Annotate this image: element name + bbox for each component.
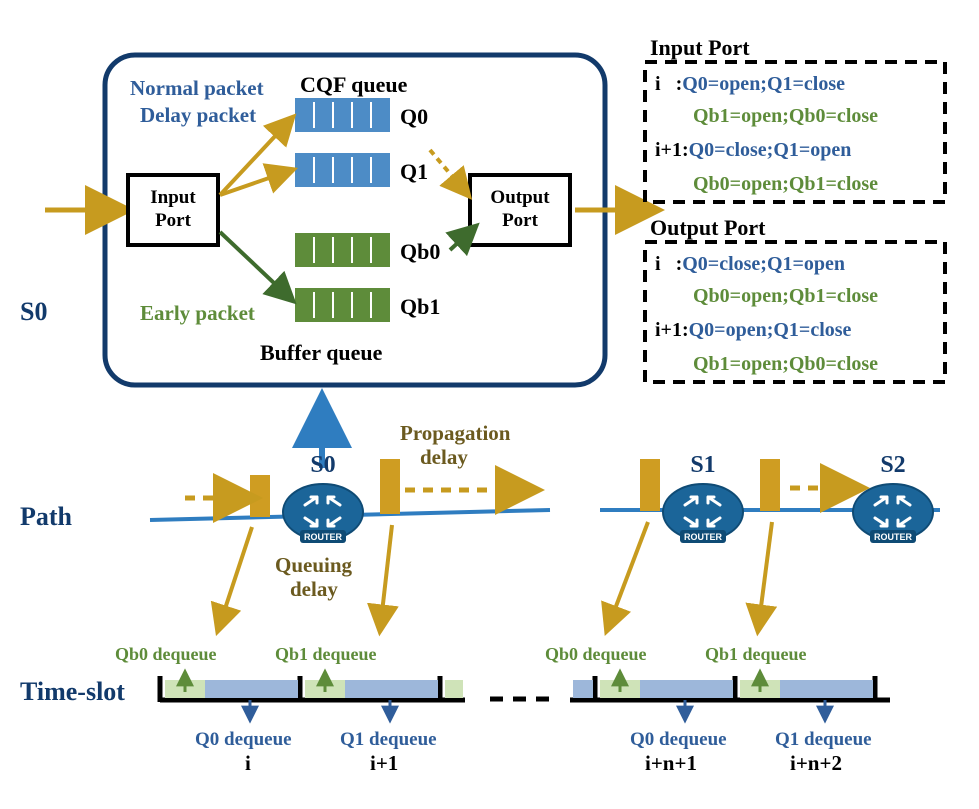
svg-text:i+1:Q0=open;Q1=close: i+1:Q0=open;Q1=close — [655, 319, 852, 341]
queue-qb0 — [295, 235, 390, 265]
router-s0: ROUTER S0 — [283, 452, 363, 543]
cqf-queue-label: CQF queue — [300, 72, 408, 97]
svg-text:Qb1=open;Qb0=close: Qb1=open;Qb0=close — [693, 353, 878, 375]
slot-ip1: i+1 — [370, 751, 398, 775]
svg-text:Qb0=open;Qb1=close: Qb0=open;Qb1=close — [693, 285, 878, 307]
qb0-label: Qb0 — [400, 239, 440, 264]
svg-text:i :Q0=open;Q1=close: i :Q0=open;Q1=close — [655, 73, 845, 95]
s0-label-left: S0 — [20, 297, 47, 326]
q1-dequeue-label-l: Q1 dequeue — [340, 729, 437, 750]
queue-delay-label: Queuing delay — [275, 553, 357, 601]
q0-dequeue-label-l: Q0 dequeue — [195, 729, 292, 750]
output-port-table: i :Q0=close;Q1=open Qb0=open;Qb1=close i… — [645, 242, 945, 382]
input-port-table: i :Q0=open;Q1=close Qb1=open;Qb0=close i… — [645, 62, 945, 202]
q0-dequeue-label-r: Q0 dequeue — [630, 729, 727, 750]
svg-text:i :Q0=close;Q1=open: i :Q0=close;Q1=open — [655, 253, 845, 275]
normal-packet-label: Normal packet — [130, 76, 264, 100]
svg-text:Port: Port — [502, 210, 539, 231]
qb1-label: Qb1 — [400, 294, 440, 319]
diagram: Input Port Normal packet Delay packet CQ… — [0, 0, 979, 809]
router-s2: S2 — [853, 452, 933, 543]
qb0-dequeue-label-l: Qb0 dequeue — [115, 644, 217, 664]
timeslot-bar-right — [570, 672, 890, 720]
s0-label: S0 — [310, 452, 335, 478]
svg-text:Qb1=open;Qb0=close: Qb1=open;Qb0=close — [693, 105, 878, 127]
delay-packet-label: Delay packet — [140, 103, 256, 127]
path-label: Path — [20, 502, 73, 531]
prop-delay-label: Propagation delay — [400, 421, 516, 469]
s2-label: S2 — [880, 452, 905, 478]
buffer-queue-label: Buffer queue — [260, 340, 383, 365]
svg-text:Qb0=open;Qb1=close: Qb0=open;Qb1=close — [693, 173, 878, 195]
svg-text:i+1:Q0=close;Q1=open: i+1:Q0=close;Q1=open — [655, 139, 851, 161]
queue-qb1 — [295, 290, 390, 320]
qb1-dequeue-label-r: Qb1 dequeue — [705, 644, 807, 664]
q1-dequeue-label-r: Q1 dequeue — [775, 729, 872, 750]
input-port-label: Input — [150, 187, 196, 208]
output-port-title: Output Port — [650, 215, 766, 240]
slot-i: i — [245, 751, 251, 775]
slot-ipn1: i+n+1 — [645, 751, 697, 775]
switch-box: Input Port Normal packet Delay packet CQ… — [45, 55, 650, 385]
q0-label: Q0 — [400, 104, 428, 129]
slot-ipn2: i+n+2 — [790, 751, 842, 775]
svg-text:Output: Output — [490, 187, 550, 208]
router-s1: S1 — [663, 452, 743, 543]
timeslot-label: Time-slot — [20, 677, 125, 706]
svg-text:Port: Port — [155, 210, 192, 231]
s1-label: S1 — [690, 452, 715, 478]
input-port-title: Input Port — [650, 35, 750, 60]
queue-q1 — [295, 155, 390, 185]
qb1-dequeue-label-l: Qb1 dequeue — [275, 644, 377, 664]
timeslot-bar-left — [160, 672, 465, 720]
qb0-dequeue-label-r: Qb0 dequeue — [545, 644, 647, 664]
queue-q0 — [295, 100, 390, 130]
q1-label: Q1 — [400, 159, 428, 184]
svg-text:ROUTER: ROUTER — [304, 532, 343, 542]
early-packet-label: Early packet — [140, 301, 255, 325]
